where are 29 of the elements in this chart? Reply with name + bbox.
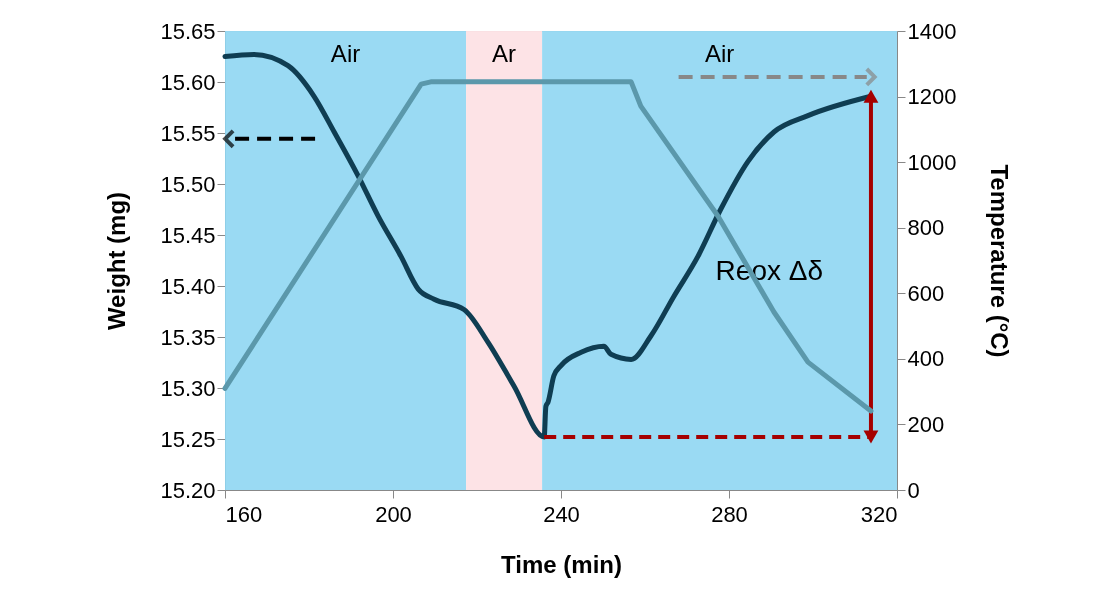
y-tick-label: 15.55 xyxy=(160,120,216,146)
y2-tick-label: 1400 xyxy=(907,18,957,44)
band-label: Air xyxy=(330,40,361,67)
y-tick-label: 15.20 xyxy=(160,477,216,503)
x-tick-label: 280 xyxy=(711,501,748,527)
y2-tick-label: 1200 xyxy=(907,84,957,110)
band-label: Air xyxy=(704,40,735,67)
y-tick-label: 15.50 xyxy=(160,171,216,197)
y2-tick-label: 600 xyxy=(907,280,945,306)
y-tick-label: 15.35 xyxy=(160,324,216,350)
y2-tick-label: 800 xyxy=(907,215,945,241)
y2-tick-label: 0 xyxy=(907,477,920,503)
y-tick-label: 15.65 xyxy=(160,18,216,44)
y-tick-label: 15.60 xyxy=(160,69,216,95)
x-axis-title: Time (min) xyxy=(501,550,622,578)
y-tick-label: 15.40 xyxy=(160,273,216,299)
x-tick-label: 200 xyxy=(375,501,412,527)
y-axis-title: Weight (mg) xyxy=(103,191,131,331)
y2-tick-label: 200 xyxy=(907,411,945,437)
x-tick-label: 160 xyxy=(225,501,263,527)
x-tick-label: 320 xyxy=(860,501,898,527)
y-tick-label: 15.45 xyxy=(160,222,216,248)
y-tick-label: 15.30 xyxy=(160,375,216,401)
y-tick-label: 15.25 xyxy=(160,426,216,452)
band-label: Ar xyxy=(492,40,517,67)
y2-axis-title: Temperature (°C) xyxy=(986,164,1014,358)
y2-tick-label: 400 xyxy=(907,346,945,372)
y2-tick-label: 1000 xyxy=(907,149,957,175)
x-tick-label: 240 xyxy=(543,501,580,527)
